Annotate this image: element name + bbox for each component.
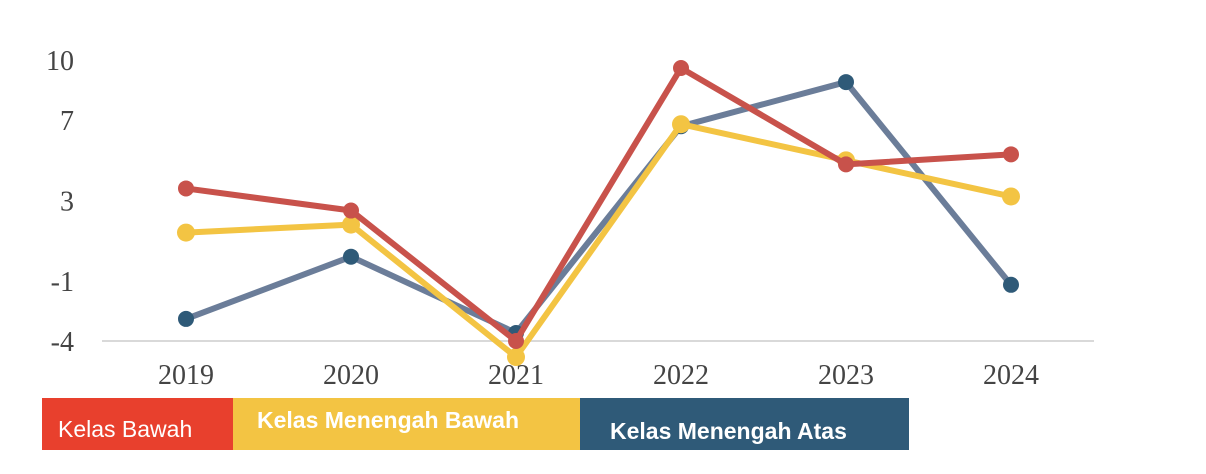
series-kelas-bawah — [178, 60, 1019, 349]
data-point — [838, 74, 854, 91]
series-kelas-menengah-atas — [178, 74, 1019, 341]
series-line — [184, 79, 1014, 336]
data-point — [508, 333, 524, 349]
data-point — [343, 248, 359, 265]
data-point — [838, 156, 854, 173]
data-point — [673, 60, 689, 77]
data-point — [1003, 146, 1019, 163]
series-line — [185, 65, 1012, 344]
data-point — [672, 115, 690, 134]
data-point — [1002, 187, 1020, 206]
x-tick-label: 2020 — [323, 360, 379, 391]
x-tick-label: 2023 — [818, 360, 874, 391]
y-tick-label: -1 — [51, 267, 74, 298]
x-tick-label: 2019 — [158, 360, 214, 391]
y-tick-label: 7 — [60, 106, 74, 137]
y-tick-label: 3 — [60, 187, 74, 218]
data-point — [177, 223, 195, 242]
series-group — [177, 60, 1020, 367]
data-point — [178, 310, 194, 327]
data-point — [178, 180, 194, 197]
x-tick-label: 2024 — [983, 360, 1039, 391]
x-tick-label: 2022 — [653, 360, 709, 391]
series-line — [185, 121, 1012, 361]
y-tick-label: 10 — [46, 46, 74, 77]
legend: Kelas Bawah Kelas Menengah Bawah Kelas M… — [42, 398, 909, 450]
y-axis-ticks: 10 7 3 -1 -4 — [46, 46, 74, 358]
data-point — [1003, 276, 1019, 293]
data-point — [507, 348, 525, 367]
data-point — [342, 215, 360, 234]
series-kelas-menengah-bawah — [177, 115, 1020, 367]
y-tick-label: -4 — [51, 327, 74, 358]
data-point — [343, 202, 359, 219]
legend-item-kelas-menengah-atas: Kelas Menengah Atas — [580, 398, 909, 450]
x-axis-ticks: 2019 2020 2021 2022 2023 2024 — [158, 360, 1039, 391]
legend-item-kelas-menengah-bawah: Kelas Menengah Bawah — [233, 398, 580, 450]
legend-item-kelas-bawah: Kelas Bawah — [42, 398, 233, 450]
